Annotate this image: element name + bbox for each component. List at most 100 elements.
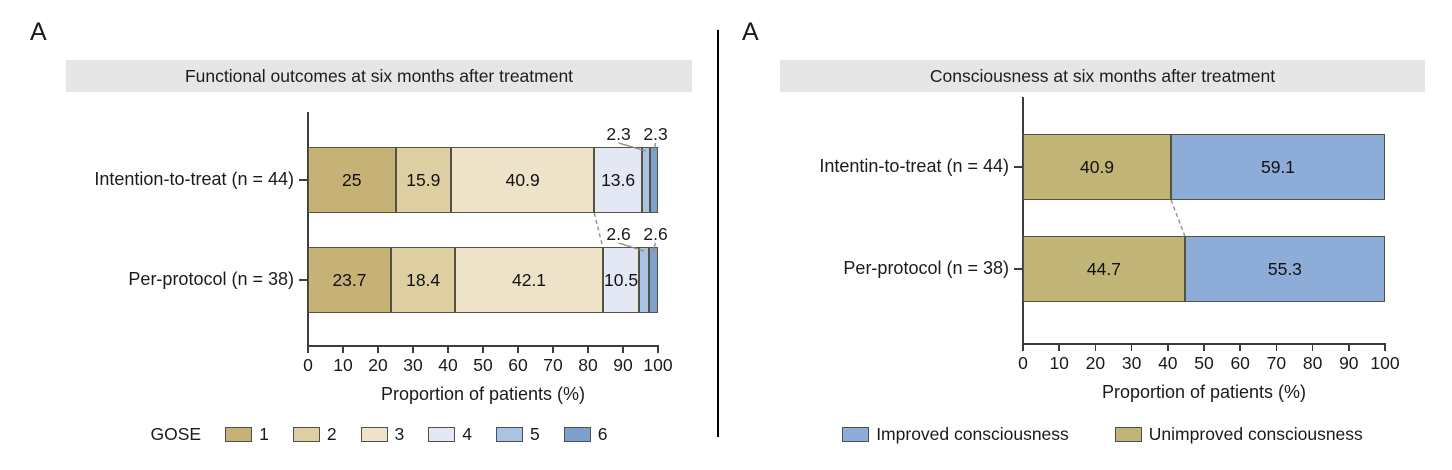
legend-item: Improved consciousness	[842, 424, 1069, 445]
x-tick-label: 40	[438, 355, 458, 375]
x-axis-tick	[622, 346, 624, 353]
legend-item: 2	[292, 423, 337, 445]
y-axis-tick	[1014, 166, 1023, 168]
bar-segment	[648, 247, 658, 313]
x-axis-tick	[1167, 344, 1169, 351]
x-axis-tick	[552, 346, 554, 353]
x-tick-label: 70	[1266, 353, 1287, 373]
legend-item: 4	[428, 424, 472, 445]
x-axis-tick	[1094, 344, 1097, 351]
bar-segment: 42.1	[455, 247, 603, 313]
x-tick-label: 90	[613, 355, 633, 375]
panel-left-corner-label: A	[30, 18, 47, 46]
bar-boundary-connector	[1170, 199, 1186, 237]
panel-left-title: Functional outcomes at six months after …	[66, 60, 692, 92]
legend-swatch	[842, 426, 870, 442]
x-tick-label: 100	[643, 355, 673, 375]
category-label: Per-protocol (n = 38)	[843, 258, 1009, 278]
x-axis-tick	[377, 346, 379, 353]
x-axis-tick	[412, 346, 414, 353]
x-axis-tick	[342, 346, 344, 353]
bar-segment: 10.5	[602, 247, 640, 313]
value-label-outside: 2.3	[606, 124, 631, 144]
y-axis-line	[1022, 97, 1024, 343]
x-tick-label: 20	[368, 355, 388, 375]
bar-segment: 55.3	[1184, 236, 1385, 302]
legend-swatch	[563, 426, 591, 442]
legend-label: 5	[530, 423, 540, 444]
bar-segment: 23.7	[308, 247, 391, 313]
legend-item: 5	[496, 424, 540, 445]
bar-segment: 40.9	[1023, 134, 1172, 200]
legend-swatch	[428, 426, 456, 442]
x-axis-tick	[482, 346, 484, 353]
legend-swatch	[360, 426, 388, 442]
x-tick-label: 60	[1230, 353, 1250, 373]
x-axis-tick	[1348, 344, 1350, 351]
legend-swatch	[292, 426, 320, 442]
bar-segment	[641, 147, 650, 213]
x-axis-tick	[657, 346, 659, 353]
x-tick-label: 50	[1194, 353, 1214, 373]
x-tick-label: 30	[403, 355, 423, 375]
panel-right-corner-label: A	[742, 18, 759, 46]
bar-segment: 44.7	[1023, 236, 1185, 302]
x-axis-tick	[1130, 344, 1133, 351]
x-tick-label: 90	[1339, 353, 1359, 373]
x-axis-line	[307, 345, 659, 347]
x-tick-label: 60	[508, 355, 528, 375]
x-tick-label: 70	[543, 355, 563, 375]
legend-swatch	[225, 426, 253, 442]
category-label: Per-protocol (n = 38)	[128, 269, 294, 289]
bar-segment: 15.9	[395, 147, 452, 213]
x-axis-tick	[1022, 344, 1024, 351]
value-label-outside: 2.6	[606, 224, 631, 244]
y-axis-tick	[299, 179, 308, 181]
y-axis-line	[307, 112, 309, 345]
legend-swatch	[1114, 426, 1142, 442]
x-axis-tick	[587, 346, 589, 353]
x-axis-line	[1022, 343, 1386, 345]
y-axis-tick	[1014, 268, 1023, 270]
legend-label: 1	[259, 423, 269, 444]
legend-item: 3	[360, 423, 405, 445]
category-label: Intentin-to-treat (n = 44)	[819, 156, 1009, 176]
x-axis-tick	[1275, 344, 1278, 351]
category-label: Intention-to-treat (n = 44)	[94, 169, 294, 189]
legend-item: 1	[225, 424, 269, 445]
legend-label: 2	[326, 423, 337, 444]
legend-label: 4	[462, 423, 473, 444]
panel-divider-line	[717, 30, 719, 437]
bar-segment: 25	[308, 147, 396, 213]
x-axis-tick	[517, 346, 519, 353]
legend-item: Unimproved consciousness	[1114, 423, 1363, 445]
x-tick-label: 10	[333, 355, 353, 375]
legend-label: Unimproved consciousness	[1148, 423, 1363, 444]
x-tick-label: 50	[473, 355, 493, 375]
legend-swatch	[496, 426, 524, 442]
legend-label: 6	[597, 423, 608, 444]
value-label-outside: 2.6	[643, 224, 668, 244]
legend-label: Improved consciousness	[876, 423, 1069, 444]
bar-segment: 18.4	[390, 247, 456, 313]
x-tick-label: 100	[1370, 353, 1400, 373]
x-tick-label: 0	[303, 355, 313, 375]
value-label-outside: 2.3	[643, 124, 668, 144]
x-axis-tick	[1311, 344, 1314, 351]
x-axis-tick	[307, 346, 309, 353]
x-tick-label: 80	[578, 355, 598, 375]
bar-segment	[639, 247, 649, 313]
bar-boundary-connector	[593, 212, 604, 248]
x-axis-title: Proportion of patients (%)	[1101, 382, 1307, 402]
bar-segment: 59.1	[1171, 134, 1385, 200]
bar-segment	[649, 147, 658, 213]
x-tick-label: 10	[1049, 353, 1069, 373]
x-tick-label: 40	[1158, 353, 1178, 373]
x-tick-label: 30	[1121, 353, 1142, 373]
legend-label: 3	[394, 423, 405, 444]
x-axis-tick	[1203, 344, 1205, 351]
legend-consciousness: Improved consciousness Unimproved conscio…	[780, 421, 1425, 447]
bar-segment: 13.6	[594, 147, 642, 213]
panel-right-title: Consciousness at six months after treatm…	[780, 60, 1425, 92]
